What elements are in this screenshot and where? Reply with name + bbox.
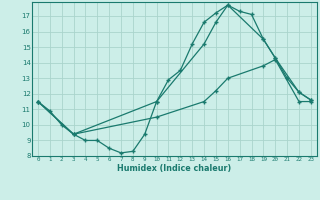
X-axis label: Humidex (Indice chaleur): Humidex (Indice chaleur): [117, 164, 232, 173]
